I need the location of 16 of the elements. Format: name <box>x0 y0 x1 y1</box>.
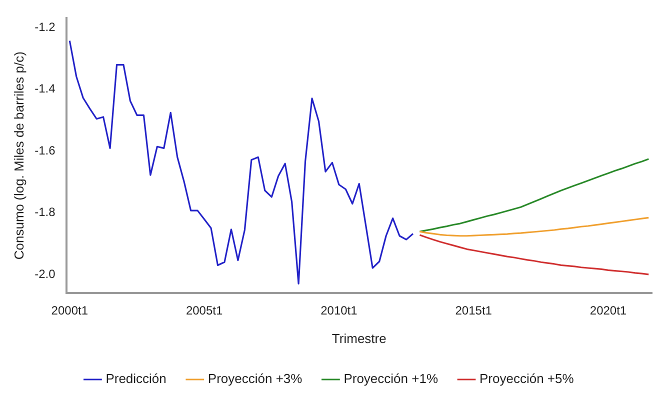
legend-label: Predicción <box>106 371 166 386</box>
x-tick-label: 2005t1 <box>186 304 223 318</box>
x-axis-title: Trimestre <box>332 330 386 346</box>
y-axis-title: Consumo (log. Miles de barriles p/c) <box>11 52 26 260</box>
y-tick-label: -1.4 <box>34 82 56 96</box>
x-tick-label: 2015t1 <box>455 304 492 318</box>
x-tick-label: 2000t1 <box>51 304 88 318</box>
y-tick-label: -2.0 <box>34 266 56 281</box>
legend-label: Proyección +5% <box>480 371 574 386</box>
y-tick-label: -1.6 <box>34 143 56 158</box>
legend-label: Proyección +3% <box>208 371 303 386</box>
x-tick-label: 2020t1 <box>590 304 627 318</box>
legend-label: Proyección +1% <box>344 371 438 386</box>
y-tick-label: -1.8 <box>34 205 56 220</box>
y-tick-label: -1.2 <box>34 20 56 34</box>
x-tick-label: 2010t1 <box>320 304 358 318</box>
